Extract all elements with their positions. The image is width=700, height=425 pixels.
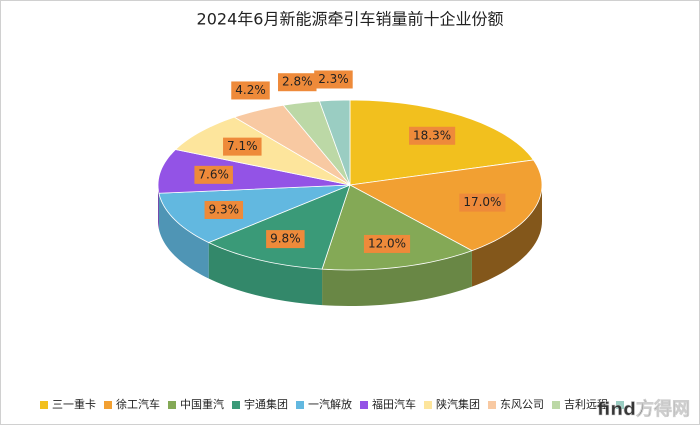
legend-swatch: [296, 401, 304, 409]
pie-slice: [348, 159, 543, 252]
legend-label: 三一重卡: [52, 397, 96, 411]
pie-slice: [282, 100, 351, 186]
pie-tops: [157, 99, 543, 271]
legend-swatch: [488, 401, 496, 409]
data-label: 7.6%: [198, 167, 229, 181]
watermark: find方得网: [597, 398, 690, 420]
legend: 三一重卡 徐工汽车 中国重汽 宇通集团 一汽解放 福田汽车 陕汽集团 东风公司 吉利远程: [40, 397, 624, 411]
legend-swatch: [360, 401, 368, 409]
legend-label: 一汽解放: [308, 397, 352, 411]
pie-slice: [321, 184, 473, 271]
legend-label: 陕汽集团: [436, 397, 480, 411]
data-label: 9.3%: [209, 202, 240, 216]
data-label-box: [204, 200, 244, 219]
chart-title: 2024年6月新能源牵引车销量前十企业份额: [197, 10, 504, 29]
pie-slice: [158, 184, 351, 243]
data-label-box: [223, 137, 262, 156]
data-label: 9.8%: [270, 232, 301, 246]
pie-side: [208, 242, 323, 306]
pie-sides: [158, 185, 542, 306]
data-label-box: [266, 230, 305, 249]
legend-swatch: [104, 401, 112, 409]
legend-label: 宇通集团: [244, 397, 288, 411]
data-label: 7.1%: [227, 139, 258, 153]
legend-label: 中国重汽: [180, 397, 224, 411]
legend-label: 福田汽车: [372, 397, 416, 411]
legend-swatch: [552, 401, 560, 409]
legend-label: 徐工汽车: [116, 397, 160, 411]
data-label-box: [409, 126, 456, 145]
data-label: 2.8%: [282, 75, 313, 89]
data-label-box: [194, 165, 233, 184]
pie-side: [471, 185, 542, 287]
pie-slice: [233, 104, 351, 186]
data-label: 18.3%: [413, 128, 451, 142]
legend-swatch: [424, 401, 432, 409]
legend-label: 吉利远程: [564, 398, 608, 411]
pie-slice: [318, 99, 351, 186]
legend-swatch: [232, 401, 240, 409]
data-labels: 18.3% 17.0% 12.0% 9.8% 9.3% 7.6% 7.1% 4.2% 2.8% 2…: [194, 70, 506, 253]
legend-swatch: [616, 401, 624, 409]
data-label-box: [314, 70, 353, 89]
pie-side: [322, 250, 472, 306]
legend-label: 东风公司: [500, 398, 544, 411]
legend-swatch: [40, 401, 48, 409]
pie-slice: [207, 184, 351, 270]
data-label: 4.2%: [235, 83, 266, 97]
pie-side: [158, 185, 159, 230]
pie-slice: [174, 116, 351, 186]
data-label-box: [459, 193, 506, 212]
data-label: 2.3%: [318, 72, 349, 86]
data-label-box: [363, 234, 411, 253]
pie-side: [158, 193, 209, 279]
legend-swatch: [168, 401, 176, 409]
data-label-box: [278, 73, 317, 92]
data-label: 17.0%: [463, 195, 501, 209]
data-label: 12.0%: [368, 236, 406, 250]
data-label-box: [231, 81, 270, 100]
